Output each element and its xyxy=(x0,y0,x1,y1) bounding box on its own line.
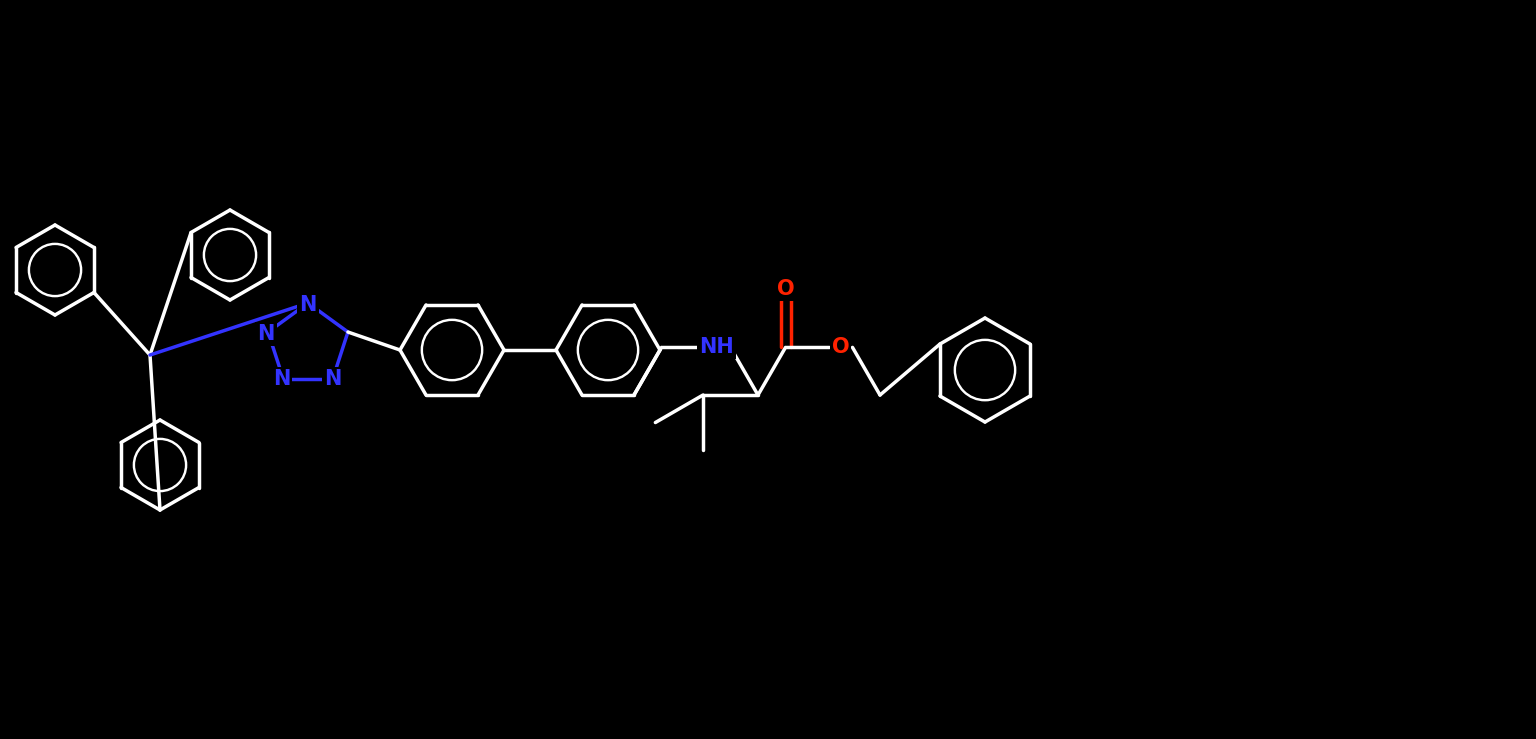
Text: O: O xyxy=(777,279,794,299)
Text: NH: NH xyxy=(699,338,734,358)
Text: N: N xyxy=(324,369,341,389)
Text: N: N xyxy=(272,369,290,389)
Text: N: N xyxy=(300,295,316,315)
Text: O: O xyxy=(831,338,849,358)
Text: N: N xyxy=(258,324,275,344)
